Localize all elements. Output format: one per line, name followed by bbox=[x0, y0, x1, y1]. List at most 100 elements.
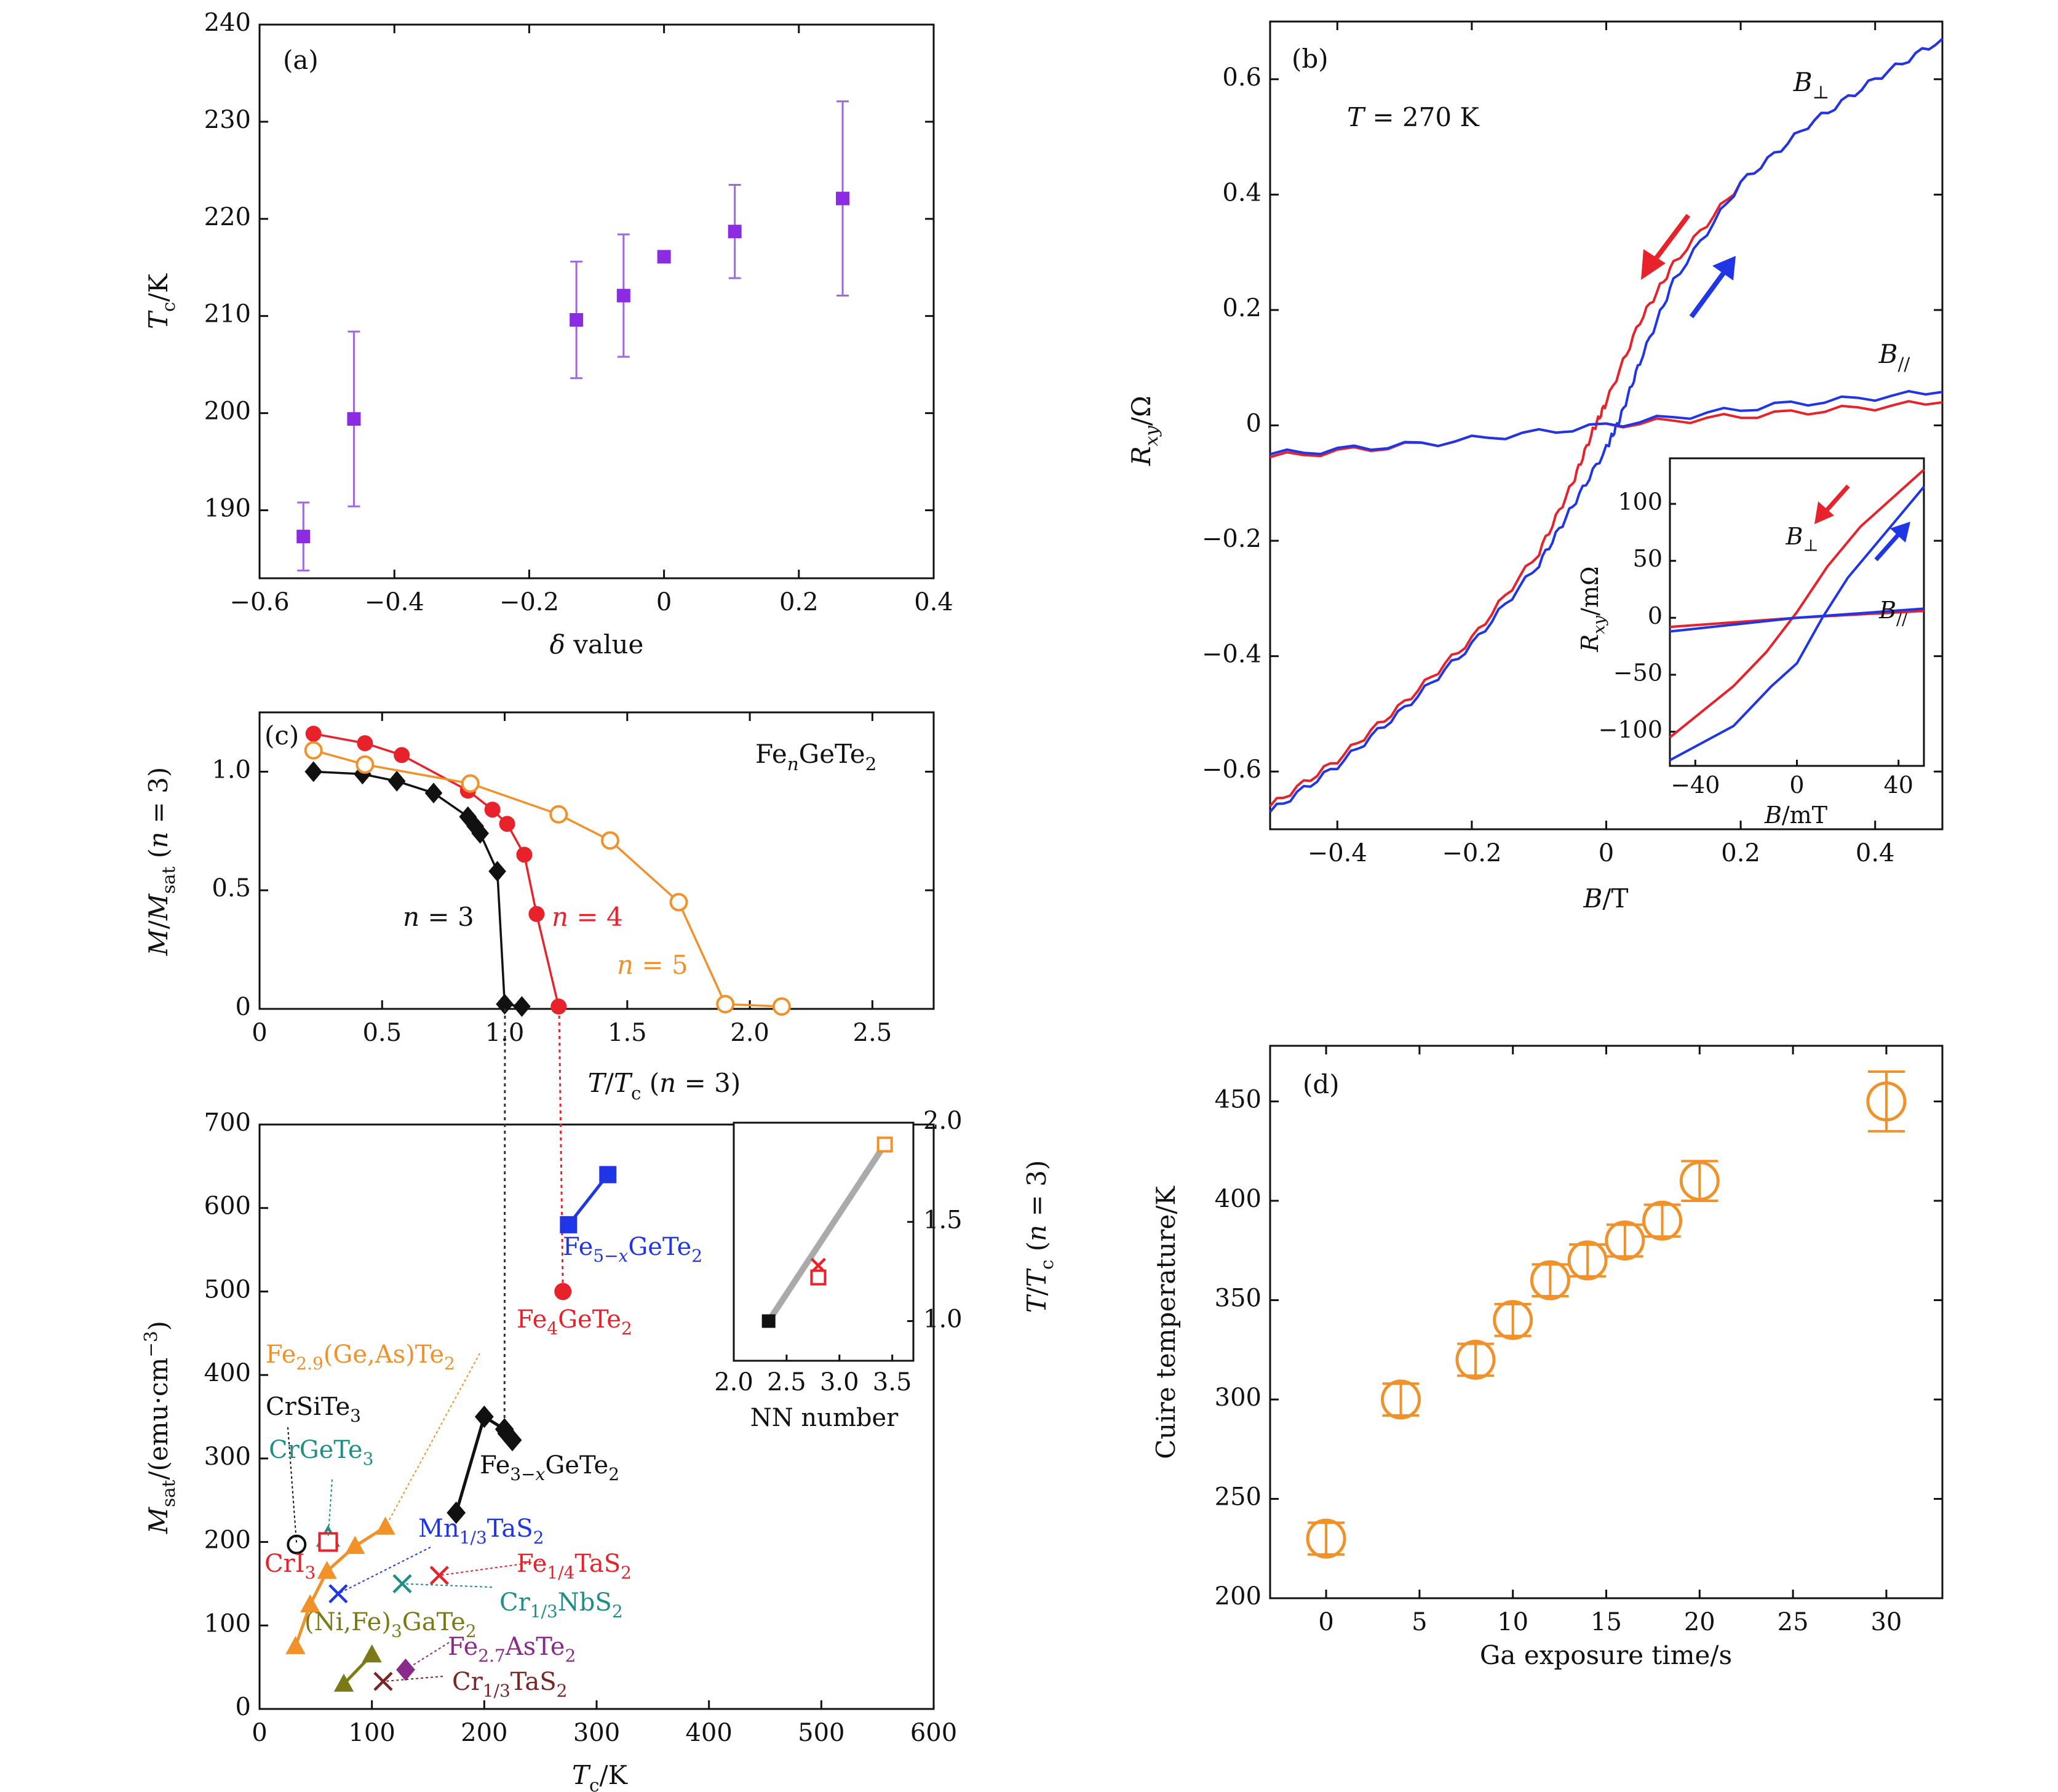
arrow-down-sweep bbox=[1822, 484, 1850, 516]
arrow-head bbox=[1814, 501, 1834, 524]
text-part: c bbox=[631, 1083, 641, 1104]
data-point bbox=[362, 1644, 382, 1663]
text-part: (Ni,Fe) bbox=[304, 1608, 391, 1636]
y-tick-label: 400 bbox=[1215, 1185, 1261, 1213]
y-tick-label: 200 bbox=[204, 1526, 251, 1555]
text-part: Cr bbox=[452, 1668, 483, 1696]
data-point bbox=[394, 747, 410, 763]
data-point bbox=[669, 893, 688, 912]
series-label: B⊥ bbox=[1786, 523, 1819, 556]
x-axis-title: δ value bbox=[550, 629, 644, 659]
compound-label: Fe3−xGeTe2 bbox=[480, 1451, 619, 1484]
text-part: 2 bbox=[557, 1681, 568, 1701]
text-part: M bbox=[143, 1507, 173, 1534]
series-line bbox=[313, 732, 560, 1007]
text-part: 1/3 bbox=[483, 1681, 511, 1701]
data-point bbox=[356, 755, 375, 774]
data-point bbox=[554, 1283, 572, 1300]
text-part: = 3 bbox=[419, 902, 474, 932]
plot-frame bbox=[1269, 1045, 1944, 1599]
x-axis-title: Tc/K bbox=[572, 1760, 629, 1792]
y-tick-label: 210 bbox=[204, 300, 251, 329]
data-point bbox=[1455, 1339, 1496, 1380]
panel-b: −0.4 −0.2 0 0.2 0.4 −0.6 −0.4 −0.2 0 0.2 0.4 0.6 (b)… bbox=[1126, 20, 1944, 914]
y-tick-label: 0.2 bbox=[1222, 294, 1261, 322]
y-tick-label: −0.6 bbox=[1202, 755, 1261, 784]
text-part: GeTe bbox=[545, 1451, 608, 1479]
text-part: δ bbox=[550, 629, 565, 659]
y-tick-label: 0.6 bbox=[1222, 63, 1261, 92]
text-part: 2 bbox=[621, 1563, 632, 1583]
data-point bbox=[716, 995, 735, 1014]
y-tick-label: 200 bbox=[204, 397, 251, 426]
text-part: n bbox=[659, 1068, 676, 1098]
fit-line bbox=[766, 1142, 888, 1323]
series-line bbox=[1269, 389, 1943, 456]
series-label: B// bbox=[1878, 339, 1910, 375]
y-tick-label: 100 bbox=[1618, 488, 1663, 516]
x-tick-label: 100 bbox=[348, 1719, 395, 1747]
y-axis-title: M/Msat (n = 3) bbox=[143, 767, 179, 956]
x-tick-label: 10 bbox=[1497, 1608, 1528, 1636]
text-part: TaS bbox=[574, 1550, 621, 1578]
arrow-head bbox=[1641, 249, 1666, 280]
y-tick-label: 50 bbox=[1633, 545, 1663, 572]
data-point bbox=[772, 997, 791, 1016]
leader-line bbox=[405, 1642, 450, 1671]
panel-d: 0 5 10 15 20 25 30 200 250 300 350 400 450 (d) Ga expo… bbox=[1151, 1045, 1944, 1670]
text-part: x bbox=[536, 1464, 546, 1484]
x-tick-label: 400 bbox=[685, 1719, 732, 1747]
data-point bbox=[550, 998, 567, 1015]
inset-series-line bbox=[1669, 486, 1925, 762]
compound-label: (Ni,Fe)3GaTe2 bbox=[304, 1608, 477, 1641]
data-point bbox=[305, 725, 322, 742]
x-tick-label: 3.0 bbox=[820, 1368, 859, 1396]
text-part: GaTe bbox=[402, 1608, 466, 1636]
leader-line bbox=[439, 1561, 542, 1576]
y-tick-label: 1.0 bbox=[923, 1305, 963, 1334]
text-part: = 3) bbox=[143, 767, 173, 832]
text-part: = 4 bbox=[568, 902, 623, 932]
text-part: 1/4 bbox=[547, 1563, 574, 1583]
data-point bbox=[304, 761, 322, 783]
x-axis-title: B/T bbox=[1583, 883, 1628, 914]
text-part: // bbox=[1896, 610, 1907, 629]
x-tick-label: 0.5 bbox=[362, 1019, 402, 1047]
text-part: 2 bbox=[691, 1246, 702, 1266]
plot-frame bbox=[258, 23, 935, 579]
data-point bbox=[549, 805, 568, 824]
y-tick-label: 0 bbox=[236, 1693, 251, 1721]
y-tick-label: 350 bbox=[1215, 1284, 1261, 1312]
guide-line bbox=[503, 1008, 506, 1430]
text-part: sat bbox=[158, 866, 179, 894]
y-tick-label: 190 bbox=[204, 494, 251, 522]
data-point bbox=[1306, 1518, 1346, 1559]
data-point bbox=[1679, 1161, 1720, 1201]
data-point bbox=[1381, 1379, 1421, 1420]
compound-label: Fe5−xGeTe2 bbox=[563, 1233, 702, 1266]
x-tick-label: 3.5 bbox=[873, 1368, 912, 1396]
text-part: M bbox=[143, 893, 173, 921]
y-tick-label: −100 bbox=[1599, 716, 1663, 743]
y-tick-label: 300 bbox=[204, 1443, 251, 1471]
x-tick-label: −0.2 bbox=[1442, 839, 1501, 867]
data-point bbox=[318, 1532, 338, 1552]
text-part: Fe bbox=[517, 1305, 547, 1334]
x-tick-label: 200 bbox=[461, 1719, 507, 1747]
compound-label: CrSiTe3 bbox=[266, 1393, 361, 1426]
x-tick-label: 2.0 bbox=[714, 1368, 753, 1396]
x-tick-label: 15 bbox=[1591, 1608, 1622, 1636]
data-point bbox=[1866, 1081, 1907, 1121]
text-part: AsTe bbox=[505, 1633, 565, 1661]
data-point bbox=[459, 806, 477, 827]
text-part: TaS bbox=[487, 1515, 533, 1543]
y-tick-label: 0.4 bbox=[1222, 178, 1261, 207]
text-part: c bbox=[589, 1775, 599, 1792]
panel-label: (b) bbox=[1292, 44, 1329, 74]
data-point bbox=[516, 846, 533, 863]
text-part: ⊥ bbox=[1813, 82, 1830, 103]
x-tick-label: −40 bbox=[1671, 771, 1720, 798]
x-tick-label: 0 bbox=[656, 588, 672, 616]
data-point bbox=[484, 802, 501, 818]
text-part: Fe bbox=[755, 739, 787, 769]
